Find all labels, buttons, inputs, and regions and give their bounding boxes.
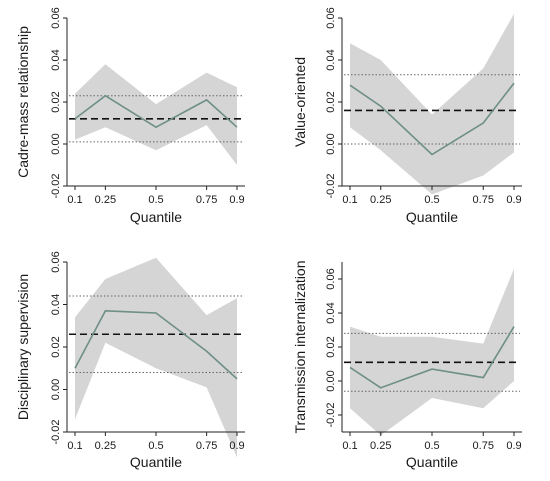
x-tick-label: 0.75 [196, 440, 217, 452]
x-tick-label: 0.1 [342, 194, 357, 206]
chart-panel-2: -0.02 0.00 0.02 0.04 0.06 0.1 0.25 0.5 0.75 0.9 Va… [292, 7, 522, 225]
chart-panel-1: -0.02 0.00 0.02 0.04 0.06 0.1 0.25 0.5 0.75 0.9 Ca… [15, 7, 245, 225]
ci-band [350, 268, 514, 436]
y-tick-label: 0.06 [50, 251, 62, 272]
y-axis-title: Transmission internalization [292, 261, 308, 434]
y-tick-label: 0.02 [325, 336, 337, 357]
estimate-line [74, 310, 238, 380]
y-tick-label: 0.02 [50, 91, 62, 112]
x-tick-label: 0.75 [473, 440, 494, 452]
y-axis-title: Disciplinary supervision [15, 274, 31, 420]
x-tick-label: 0.1 [67, 194, 82, 206]
x-tick-label: 0.5 [424, 440, 439, 452]
x-axis-title: Quantile [406, 209, 458, 225]
chart-panel-3: -0.02 0.00 0.02 0.04 0.06 0.1 0.25 0.5 0.75 0.9 Di… [15, 251, 245, 470]
x-tick-label: 0.9 [506, 440, 521, 452]
y-tick-label: 0.06 [325, 7, 337, 28]
y-tick-label: 0.04 [50, 294, 62, 315]
x-tick-label: 0.25 [370, 194, 391, 206]
estimate-line [349, 82, 515, 156]
x-tick-label: 0.25 [370, 440, 391, 452]
y-tick-label: 0.06 [50, 7, 62, 28]
y-tick-label: 0.00 [325, 133, 337, 154]
x-axis-title: Quantile [130, 454, 182, 470]
x-tick-label: 0.25 [95, 440, 116, 452]
y-tick-label: 0.04 [325, 49, 337, 70]
y-tick-label: 0.04 [325, 302, 337, 323]
y-tick-label: 0.04 [50, 49, 62, 70]
y-tick-label: 0.06 [325, 268, 337, 289]
chart-panel-4: -0.02 0.00 0.02 0.04 0.06 0.1 0.25 0.5 0.75 0.9 Tr… [292, 261, 522, 470]
y-tick-label: -0.02 [325, 173, 337, 198]
ci-band [75, 64, 237, 165]
y-tick-label: 0.00 [325, 370, 337, 391]
x-tick-label: 0.25 [95, 194, 116, 206]
y-tick-label: 0.02 [50, 336, 62, 357]
x-axis-title: Quantile [130, 209, 182, 225]
ci-band [350, 13, 514, 195]
y-tick-label: -0.02 [50, 419, 62, 444]
y-tick-label: -0.02 [325, 402, 337, 427]
y-tick-label: 0.02 [325, 91, 337, 112]
x-tick-label: 0.75 [196, 194, 217, 206]
x-tick-label: 0.9 [229, 440, 244, 452]
x-tick-label: 0.1 [342, 440, 357, 452]
x-tick-label: 0.1 [67, 440, 82, 452]
y-axis-title: Value-oriented [292, 57, 308, 147]
x-tick-label: 0.5 [148, 440, 163, 452]
x-tick-label: 0.5 [148, 194, 163, 206]
x-tick-label: 0.9 [506, 194, 521, 206]
x-tick-label: 0.5 [424, 194, 439, 206]
y-tick-label: 0.00 [50, 133, 62, 154]
estimate-line [74, 94, 238, 129]
x-tick-label: 0.75 [473, 194, 494, 206]
estimate-line [349, 326, 515, 389]
x-axis-title: Quantile [406, 454, 458, 470]
y-tick-label: -0.02 [50, 173, 62, 198]
x-tick-label: 0.9 [229, 194, 244, 206]
ci-band [75, 257, 237, 458]
y-axis-title: Cadre-mass relationship [15, 26, 31, 178]
y-tick-label: 0.00 [50, 379, 62, 400]
